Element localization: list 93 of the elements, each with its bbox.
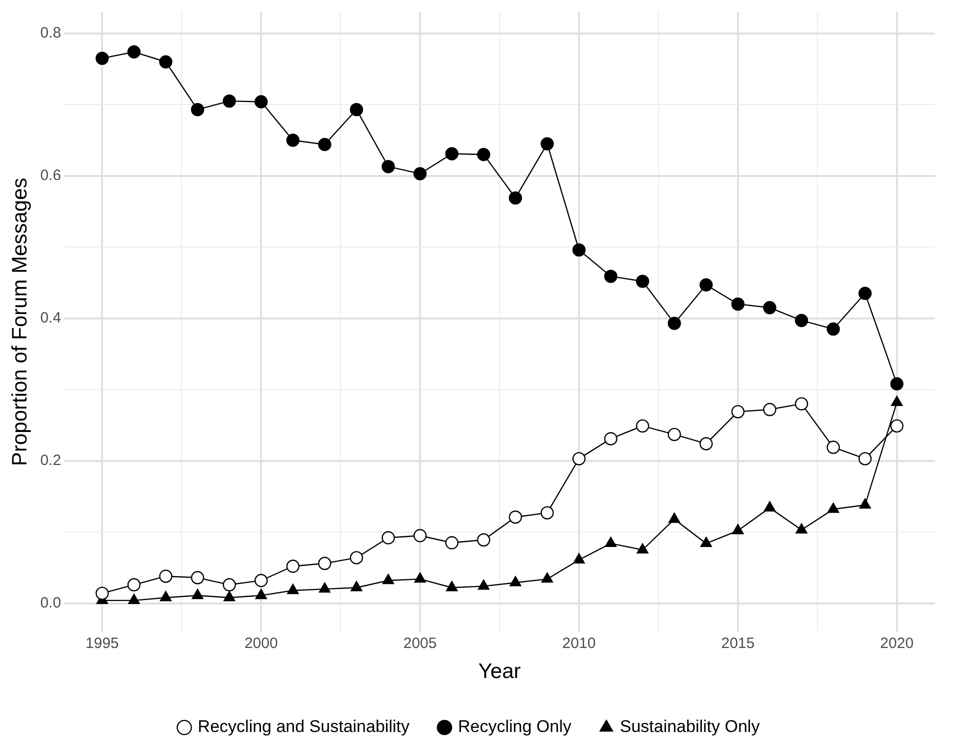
point bbox=[127, 45, 141, 58]
point bbox=[96, 52, 109, 65]
point bbox=[700, 437, 713, 450]
y-tick-label: 0.6 bbox=[40, 166, 62, 184]
point bbox=[350, 551, 364, 564]
point bbox=[700, 278, 713, 292]
x-axis-title: Year bbox=[478, 660, 521, 684]
point bbox=[796, 523, 808, 534]
point bbox=[604, 432, 618, 446]
point bbox=[731, 405, 745, 418]
point bbox=[700, 536, 712, 548]
point bbox=[190, 103, 204, 116]
point bbox=[572, 452, 586, 466]
point bbox=[794, 397, 808, 410]
point bbox=[350, 103, 364, 116]
point bbox=[604, 270, 618, 283]
point bbox=[382, 574, 394, 584]
point bbox=[96, 586, 109, 600]
point bbox=[318, 138, 332, 152]
x-tick-label: 2000 bbox=[244, 634, 278, 652]
point bbox=[764, 501, 776, 512]
x-tick-label: 2005 bbox=[403, 634, 437, 652]
point bbox=[318, 556, 332, 570]
point bbox=[254, 95, 268, 108]
point bbox=[222, 578, 236, 592]
point bbox=[668, 316, 681, 330]
point bbox=[827, 502, 840, 513]
point bbox=[794, 314, 808, 328]
point bbox=[859, 498, 871, 509]
point bbox=[478, 580, 490, 590]
point bbox=[445, 147, 458, 160]
point bbox=[604, 536, 617, 548]
x-tick-label: 2020 bbox=[880, 634, 914, 652]
point bbox=[891, 396, 903, 406]
point bbox=[636, 419, 650, 433]
point bbox=[890, 377, 904, 390]
point bbox=[414, 572, 426, 583]
point bbox=[668, 512, 680, 523]
x-tick-label: 2010 bbox=[562, 634, 596, 652]
x-tick-label: 2015 bbox=[721, 634, 755, 652]
point bbox=[540, 137, 554, 150]
point bbox=[826, 440, 840, 454]
y-tick-label: 0.4 bbox=[40, 309, 62, 326]
x-tick-label: 1995 bbox=[86, 634, 119, 652]
point bbox=[159, 55, 172, 68]
point bbox=[890, 419, 904, 433]
point bbox=[763, 301, 776, 314]
point bbox=[413, 529, 427, 542]
point bbox=[222, 94, 236, 108]
point bbox=[224, 591, 236, 602]
point bbox=[190, 571, 204, 584]
point bbox=[572, 243, 586, 257]
point bbox=[254, 574, 268, 588]
legend-label: Recycling and Sustainability bbox=[198, 717, 410, 736]
point bbox=[382, 531, 395, 544]
point bbox=[286, 560, 300, 573]
legend-label: Sustainability Only bbox=[620, 717, 760, 736]
point bbox=[287, 584, 299, 594]
point bbox=[858, 452, 872, 466]
point bbox=[127, 578, 141, 592]
legend-label: Recycling Only bbox=[458, 717, 572, 736]
point bbox=[159, 570, 172, 583]
y-tick-label: 0.0 bbox=[40, 594, 62, 612]
point bbox=[826, 322, 840, 336]
point bbox=[508, 510, 522, 524]
point bbox=[668, 428, 681, 442]
point bbox=[350, 581, 362, 592]
y-axis-title: Proportion of Forum Messages bbox=[8, 178, 32, 466]
point bbox=[636, 543, 648, 554]
point bbox=[128, 594, 140, 604]
point bbox=[636, 274, 650, 288]
point bbox=[477, 533, 490, 546]
point bbox=[160, 591, 172, 602]
point bbox=[732, 524, 744, 534]
point bbox=[510, 576, 522, 586]
point bbox=[446, 581, 458, 592]
point bbox=[413, 167, 427, 180]
point bbox=[541, 572, 553, 583]
point bbox=[477, 148, 490, 162]
point bbox=[858, 286, 872, 300]
point bbox=[445, 536, 458, 550]
y-tick-label: 0.8 bbox=[40, 24, 62, 42]
point bbox=[192, 588, 204, 600]
point bbox=[255, 588, 267, 600]
point bbox=[540, 506, 554, 520]
point bbox=[382, 160, 395, 174]
point bbox=[763, 402, 776, 416]
point bbox=[318, 582, 330, 593]
point bbox=[286, 134, 300, 147]
point bbox=[508, 191, 522, 205]
y-tick-label: 0.2 bbox=[40, 452, 62, 469]
point bbox=[731, 297, 745, 311]
point bbox=[573, 553, 585, 564]
